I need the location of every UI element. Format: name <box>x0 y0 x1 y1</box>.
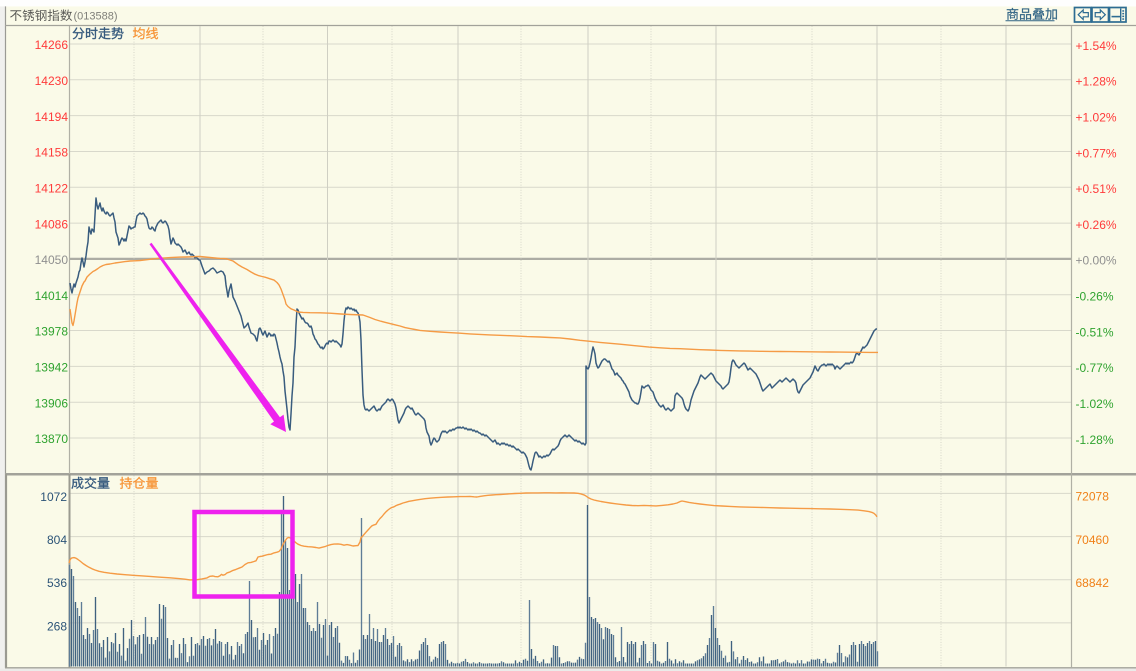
svg-text:13870: 13870 <box>35 432 69 446</box>
svg-text:+0.00%: +0.00% <box>1076 254 1117 268</box>
svg-text:13906: 13906 <box>35 396 69 410</box>
svg-text:+0.51%: +0.51% <box>1076 182 1117 196</box>
svg-text:-0.77%: -0.77% <box>1076 361 1114 375</box>
svg-text:804: 804 <box>47 533 67 547</box>
svg-text:-0.51%: -0.51% <box>1076 325 1114 339</box>
svg-text:14122: 14122 <box>35 182 69 196</box>
svg-text:-1.28%: -1.28% <box>1076 433 1114 447</box>
svg-text:68842: 68842 <box>1076 576 1110 590</box>
svg-text:(013588): (013588) <box>74 10 118 22</box>
svg-text:-1.02%: -1.02% <box>1076 397 1114 411</box>
svg-text:536: 536 <box>47 576 67 590</box>
svg-text:14158: 14158 <box>35 146 69 160</box>
svg-text:13942: 13942 <box>35 361 69 375</box>
svg-text:14230: 14230 <box>35 74 69 88</box>
svg-text:14014: 14014 <box>35 289 69 303</box>
svg-text:+0.26%: +0.26% <box>1076 218 1117 232</box>
svg-text:14266: 14266 <box>35 38 69 52</box>
svg-text:268: 268 <box>47 619 67 633</box>
svg-text:14086: 14086 <box>35 217 69 231</box>
svg-text:+1.02%: +1.02% <box>1076 110 1117 124</box>
svg-text:14194: 14194 <box>35 110 69 124</box>
svg-text:14050: 14050 <box>35 253 69 267</box>
svg-text:+0.77%: +0.77% <box>1076 146 1117 160</box>
svg-text:+1.28%: +1.28% <box>1076 75 1117 89</box>
svg-text:13978: 13978 <box>35 325 69 339</box>
svg-text:-0.26%: -0.26% <box>1076 290 1114 304</box>
svg-text:1072: 1072 <box>40 490 67 504</box>
svg-text:+1.54%: +1.54% <box>1076 39 1117 53</box>
svg-text:72078: 72078 <box>1076 490 1110 504</box>
svg-text:70460: 70460 <box>1076 533 1110 547</box>
